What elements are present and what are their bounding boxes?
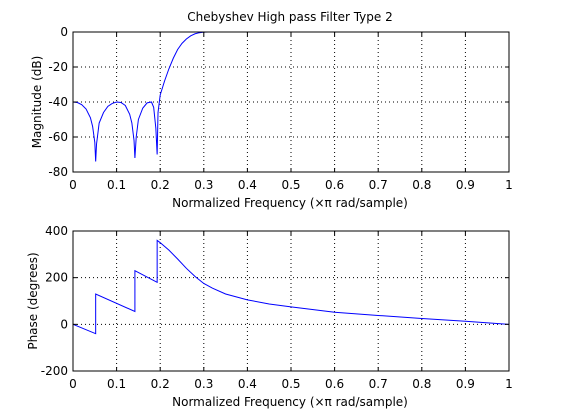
phase-y-axis-label: Phase (degrees)	[26, 252, 40, 349]
magnitude-xtick-label-7: 0.7	[369, 178, 388, 192]
magnitude-xtick-label-1: 0.1	[107, 178, 126, 192]
phase-ytick-label-0: 400	[45, 224, 68, 238]
phase-yticks: 400 200 0 -200	[41, 224, 509, 378]
magnitude-xtick-label-5: 0.5	[281, 178, 300, 192]
magnitude-xtick-label-0: 0	[69, 178, 77, 192]
magnitude-ytick-label-0: 0	[60, 25, 68, 39]
phase-ytick-label-3: -200	[41, 364, 68, 378]
magnitude-ytick-label-2: -40	[48, 95, 68, 109]
phase-curve-group	[72, 239, 510, 335]
magnitude-xtick-label-4: 0.4	[238, 178, 257, 192]
phase-xtick-label-1: 0.1	[107, 377, 126, 391]
magnitude-xticks: 0 0.1 0.2 0.3 0.4 0.5 0.6 0.7 0.8 0.9 1	[69, 32, 513, 192]
phase-xtick-label-6: 0.6	[325, 377, 344, 391]
phase-ytick-label-1: 200	[45, 271, 68, 285]
magnitude-ytick-label-3: -60	[48, 130, 68, 144]
phase-xtick-label-2: 0.2	[151, 377, 170, 391]
phase-plot: 0 0.1 0.2 0.3 0.4 0.5 0.6 0.7 0.8 0.9 1 4002000-20…	[26, 224, 513, 409]
phase-xtick-label-0: 0	[69, 377, 77, 391]
magnitude-xtick-label-2: 0.2	[151, 178, 170, 192]
magnitude-x-axis-label: Normalized Frequency (×π rad/sample)	[172, 196, 408, 210]
magnitude-ytick-label-1: -20	[48, 60, 68, 74]
phase-xticks: 0 0.1 0.2 0.3 0.4 0.5 0.6 0.7 0.8 0.9 1	[69, 231, 513, 391]
phase-xtick-label-3: 0.3	[194, 377, 213, 391]
magnitude-xtick-label-9: 0.9	[456, 178, 475, 192]
magnitude-xtick-label-8: 0.8	[412, 178, 431, 192]
magnitude-y-axis-label: Magnitude (dB)	[30, 56, 44, 149]
phase-series-line-0	[72, 239, 510, 335]
magnitude-series-line-0	[72, 31, 213, 162]
phase-xtick-label-8: 0.8	[412, 377, 431, 391]
phase-x-axis-label: Normalized Frequency (×π rad/sample)	[172, 395, 408, 409]
magnitude-xtick-label-6: 0.6	[325, 178, 344, 192]
magnitude-xtick-label-10: 1	[505, 178, 513, 192]
chart-title: Chebyshev High pass Filter Type 2	[187, 10, 392, 24]
phase-ytick-label-2: 0	[60, 317, 68, 331]
phase-xtick-label-7: 0.7	[369, 377, 388, 391]
phase-xtick-label-5: 0.5	[281, 377, 300, 391]
magnitude-ytick-label-4: -80	[48, 165, 68, 179]
magnitude-yticks: 0 -20 -40 -60 -80	[48, 25, 509, 179]
phase-xtick-label-9: 0.9	[456, 377, 475, 391]
phase-grid	[73, 231, 509, 371]
phase-xtick-label-10: 1	[505, 377, 513, 391]
magnitude-grid	[73, 32, 509, 172]
magnitude-curve-group	[72, 31, 213, 162]
magnitude-plot: Chebyshev High pass Filter Type 2 0 0.1 0.…	[30, 10, 513, 210]
magnitude-xtick-label-3: 0.3	[194, 178, 213, 192]
phase-xtick-label-4: 0.4	[238, 377, 257, 391]
